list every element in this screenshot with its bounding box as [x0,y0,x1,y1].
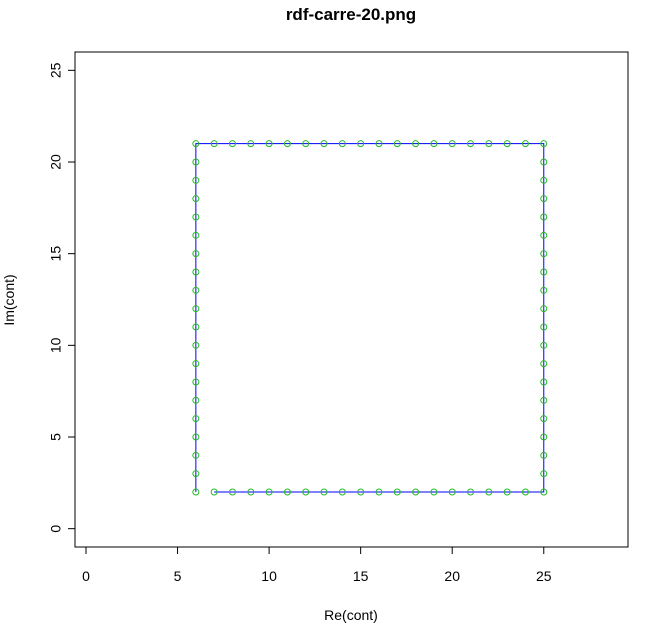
y-tick-label: 20 [48,154,64,170]
data-point [192,341,200,349]
x-tick-label: 20 [444,568,460,584]
data-point [192,323,200,331]
y-axis: 0 5 10 15 20 25 [48,62,76,533]
data-point [375,488,383,496]
data-point [540,268,548,276]
data-point [192,158,200,166]
y-tick-label: 10 [48,337,64,353]
data-point [540,213,548,221]
data-point [412,488,420,496]
data-point [247,140,255,148]
data-point [357,140,365,148]
data-point [540,176,548,184]
x-axis-label: Re(cont) [324,607,378,623]
data-point [412,140,420,148]
data-point [192,231,200,239]
y-tick-label: 0 [48,525,64,533]
data-point [540,140,548,148]
data-point [540,195,548,203]
data-point [521,140,529,148]
data-point [283,488,291,496]
data-point [192,488,200,496]
data-point [247,488,255,496]
data-point [320,140,328,148]
data-point [192,250,200,258]
data-point [467,140,475,148]
data-point [467,488,475,496]
data-point [521,488,529,496]
y-tick-label: 5 [48,433,64,441]
data-point [192,140,200,148]
data-point [540,305,548,313]
data-point [320,488,328,496]
x-tick-label: 5 [174,568,182,584]
data-point [192,360,200,368]
data-point [485,140,493,148]
data-point [283,140,291,148]
x-tick-label: 0 [82,568,90,584]
data-point [192,176,200,184]
data-point [192,451,200,459]
data-point [540,488,548,496]
data-point [540,433,548,441]
data-point [338,140,346,148]
data-point [357,488,365,496]
x-tick-label: 10 [261,568,277,584]
data-point [540,451,548,459]
plot-frame [74,51,629,548]
data-point [228,488,236,496]
data-point [192,396,200,404]
data-point [540,470,548,478]
data-point [448,140,456,148]
y-tick-label: 25 [48,62,64,78]
series-layer [192,140,548,496]
data-point [485,488,493,496]
data-point [503,488,511,496]
data-point [265,488,273,496]
data-point [302,140,310,148]
data-point [302,488,310,496]
data-point [540,415,548,423]
x-tick-label: 15 [353,568,369,584]
x-axis: 0 5 10 15 20 25 [82,546,552,584]
data-point [192,268,200,276]
data-point [265,140,273,148]
data-point [192,470,200,478]
data-point [540,158,548,166]
data-point [192,378,200,386]
data-point [540,250,548,258]
data-point [448,488,456,496]
data-point [430,488,438,496]
chart-title: rdf-carre-20.png [286,5,416,24]
data-point [540,323,548,331]
data-point [503,140,511,148]
y-axis-label: Im(cont) [1,274,17,325]
data-point [210,140,218,148]
data-point [192,286,200,294]
data-point [192,213,200,221]
x-tick-label: 25 [536,568,552,584]
y-tick-label: 15 [48,246,64,262]
data-point [210,488,218,496]
data-point [228,140,236,148]
data-point [540,360,548,368]
data-point [540,378,548,386]
data-point [192,415,200,423]
data-point [393,488,401,496]
data-point [192,195,200,203]
data-point [540,286,548,294]
data-point [375,140,383,148]
data-point [192,305,200,313]
contour-line [195,143,545,493]
data-point [192,433,200,441]
data-point [540,396,548,404]
data-point [540,341,548,349]
data-point [430,140,438,148]
data-point [540,231,548,239]
data-point [338,488,346,496]
data-point [393,140,401,148]
